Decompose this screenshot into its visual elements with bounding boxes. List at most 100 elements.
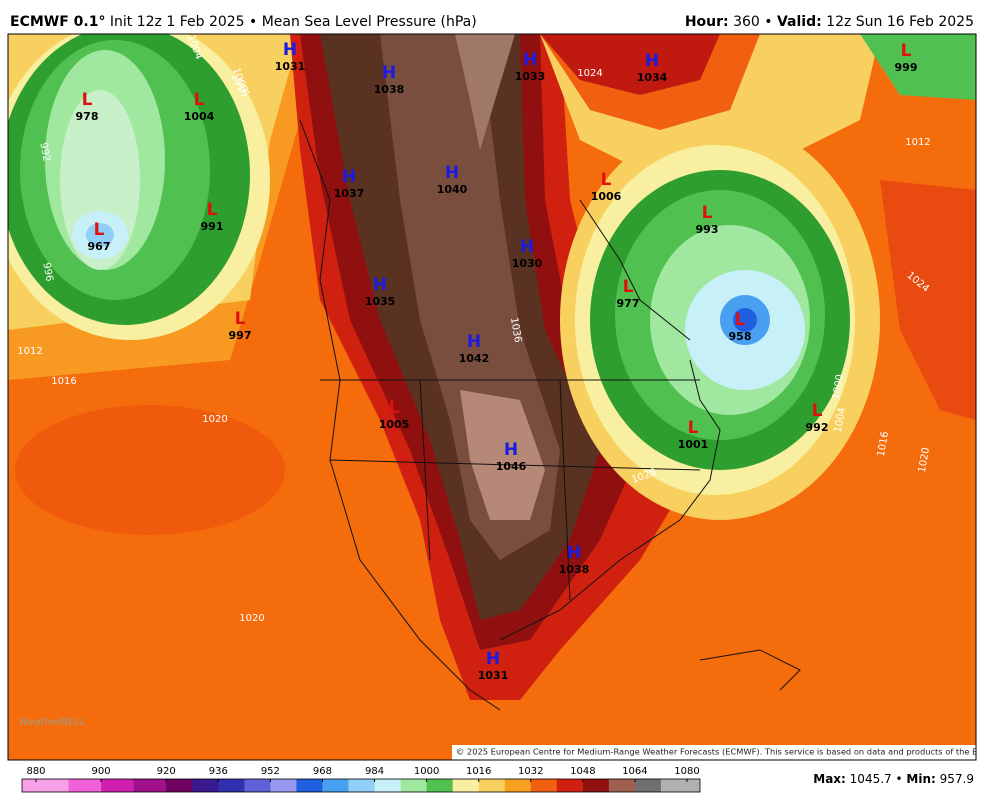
max-value: 1045.7 [850,772,892,786]
field [460,390,545,520]
center-symbol: H [504,440,518,460]
colorbar-label: 900 [92,766,111,777]
colorbar-swatch [270,779,297,792]
center-value: 1006 [591,190,622,203]
contour-label: 1020 [202,414,227,425]
center-symbol: H [445,163,459,183]
colorbar-pad [22,779,36,792]
center-symbol: L [194,90,205,110]
center-symbol: L [235,309,246,329]
center-value: 991 [201,220,224,233]
center-value: 1004 [184,110,215,123]
center-value: 967 [88,240,111,253]
field [15,405,285,535]
contour-label: 1036 [508,317,523,344]
contour-label: 992 [37,142,51,163]
center-symbol: H [342,167,356,187]
colorbar-label: 968 [313,766,332,777]
colorbar-label: 952 [261,766,280,777]
credit: © 2025 European Centre for Medium-Range … [456,747,984,757]
max-label: Max: [813,772,846,786]
stats: Max: 1045.7 • Min: 957.9 [813,772,974,786]
contour-label: 1016 [51,376,76,387]
colorbar-label: 984 [365,766,384,777]
field [86,223,114,247]
colorbar-swatch [322,779,349,792]
logo: WeatherBELL [18,717,85,728]
center-value: 977 [617,297,640,310]
colorbar-swatch [582,779,610,792]
center-value: 1037 [334,187,365,200]
colorbar-label: 1064 [622,766,647,777]
center-value: 978 [76,110,99,123]
center-symbol: H [467,332,481,352]
max-min: Max: 1045.7 • Min: 957.9 [813,772,974,786]
center-value: 1035 [365,295,396,308]
colorbar-swatch [101,779,135,792]
min-label: Min: [906,772,935,786]
colorbar-swatch [634,779,662,792]
field [860,34,976,100]
contour-label: 1020 [239,613,264,624]
separator: • [896,772,903,786]
center-value: 999 [895,61,918,74]
colorbar-swatch [166,779,193,792]
center-symbol: L [94,220,105,240]
hour-label: Hour: [685,14,729,30]
colorbar-swatch [426,779,454,792]
center-value: 1040 [437,183,468,196]
center-symbol: L [688,418,699,438]
center-value: 1030 [512,257,543,270]
colorbar-swatch [556,779,584,792]
center-symbol: L [812,401,823,421]
colorbar-swatch [530,779,558,792]
center-value: 993 [696,223,719,236]
colorbar-swatch [348,779,376,792]
colorbar-frame [21,778,701,793]
model: ECMWF 0.1° [10,14,105,30]
colorbar-label: 1032 [518,766,543,777]
colorbar-swatch [400,779,428,792]
center-symbol: L [601,170,612,190]
field [455,34,515,150]
center-value: 992 [806,421,829,434]
center-symbol: L [901,41,912,61]
center-value: 1005 [379,418,410,431]
contour-label: 1012 [905,137,930,148]
center-value: 1031 [478,669,509,682]
colorbar-swatch [374,779,402,792]
map: 1012 1016 1020 1020 1012 1024 1016 1020 1004 1000… [8,34,984,760]
field [733,308,757,332]
center-value: 997 [229,329,252,342]
colorbar-label: 1016 [466,766,491,777]
center-value: 1001 [678,438,709,451]
center-value: 1046 [496,460,527,473]
center-value: 1042 [459,352,490,365]
center-symbol: L [702,203,713,223]
contour-label: 1004 [833,407,848,434]
colorbar-swatch [192,779,219,792]
title: Init 12z 1 Feb 2025 • Mean Sea Level Pre… [110,14,477,30]
contour-label: 996 [40,262,54,283]
center-symbol: H [523,50,537,70]
center-value: 1034 [637,71,668,84]
valid: 12z Sun 16 Feb 2025 [826,14,974,30]
colorbar-label: 1048 [570,766,595,777]
center-value: 1038 [374,83,405,96]
center-symbol: L [389,398,400,418]
center-symbol: H [486,649,500,669]
field [540,34,720,95]
colorbar-swatch [68,779,102,792]
center-symbol: H [520,237,534,257]
center-value: 1033 [515,70,546,83]
field [880,180,976,420]
colorbar-label: 936 [209,766,228,777]
colorbar: 880 900 920 936 952 968 984 1000 1016 1032 1048 106… [21,766,701,793]
colorbar-swatch [218,779,245,792]
center-symbol: H [283,40,297,60]
contour-label: 1016 [876,431,891,458]
colorbar-swatch [478,779,506,792]
colorbar-label: 920 [157,766,176,777]
